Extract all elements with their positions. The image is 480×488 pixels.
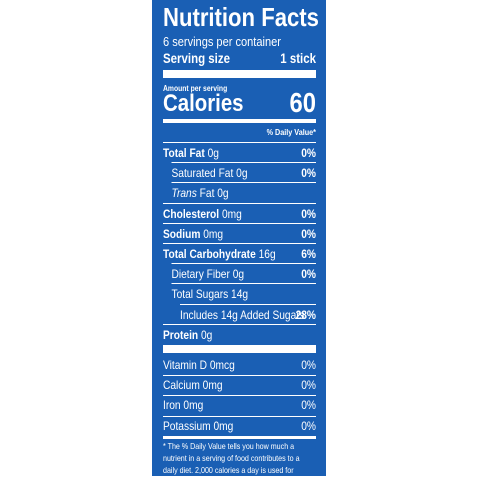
thick-rule [163, 70, 316, 78]
micro-row: Vitamin D 0mcg 0% [163, 358, 316, 372]
micro-row: Calcium 0mg 0% [163, 378, 316, 392]
nutrient-row: Includes 14g Added Sugars 28% [180, 308, 316, 322]
rule-line [163, 395, 316, 397]
rule-line [163, 142, 316, 143]
rule-line [180, 303, 316, 305]
micro-dv: 0% [301, 378, 316, 393]
serving-size-row: Serving size 1 stick [163, 51, 316, 66]
rule-line [171, 162, 316, 164]
rule-line [171, 182, 316, 184]
nutrient-dv: 0% [301, 226, 316, 241]
rule-line [163, 222, 316, 224]
nutrient-row: Trans Fat 0g [172, 186, 317, 200]
nutrient-amount: 0g [207, 146, 219, 160]
nutrient-dv: 28% [295, 307, 316, 322]
nutrient-name: Sodium [163, 226, 201, 241]
calories-value: 60 [289, 87, 316, 118]
nutrient-italic: Trans [171, 186, 197, 201]
micro-row: Iron 0mg 0% [163, 398, 316, 412]
rule-line [163, 243, 316, 244]
nutrient-amount: 0g [232, 267, 245, 282]
nutrient-name: Includes 14g Added Sugars [180, 307, 305, 322]
serving-size-value: 1 stick [280, 51, 316, 66]
nutrient-dv: 6% [301, 247, 316, 261]
nutrient-row: Total Carbohydrate 16g 6% [163, 247, 316, 261]
nutrient-name: Dietary Fiber [171, 267, 230, 282]
nutrient-row: Saturated Fat 0g 0% [172, 166, 317, 180]
nutrient-name: Protein [163, 327, 199, 342]
calories-label: Calories [163, 90, 244, 117]
micro-name: Vitamin D [163, 358, 208, 372]
nutrient-dv: 0% [301, 267, 316, 282]
micro-name: Potassium [163, 418, 211, 433]
nutrient-amount: 0mg [203, 226, 224, 241]
nutrition-label: Nutrition Facts 6 servings per container… [152, 0, 326, 487]
nutrient-name: Total Sugars [171, 287, 229, 302]
nutrient-row: Cholesterol 0mg 0% [163, 207, 316, 221]
servings: 6 servings per container [163, 34, 281, 49]
nutrient-dv: 0% [301, 166, 316, 181]
micro-amount: 0mg [202, 378, 223, 393]
footnote: * The % Daily Value tells you how much a… [163, 441, 300, 487]
rule-line [171, 263, 316, 265]
micro-amount: 0mg [213, 418, 234, 433]
micro-amount: 0mcg [209, 358, 235, 372]
thick-rule [163, 345, 316, 353]
nutrient-row: Protein 0g [163, 328, 316, 342]
dv-header: % Daily Value* [266, 127, 316, 137]
nutrient-name: Total Carbohydrate [163, 247, 256, 261]
nutrient-name: Total Fat [163, 146, 205, 160]
amount-label: Amount per serving [163, 84, 228, 93]
nutrient-amount: 0g [217, 186, 229, 201]
micro-dv: 0% [301, 418, 316, 433]
nutrient-name: Saturated Fat [171, 166, 234, 181]
nutrient-row: Total Sugars 14g [172, 287, 317, 301]
micro-dv: 0% [301, 358, 316, 372]
micro-row: Potassium 0mg 0% [163, 419, 316, 433]
medium-rule [163, 436, 316, 439]
rule-line [171, 283, 316, 285]
rule-line [163, 202, 316, 204]
micro-name: Iron [163, 398, 181, 413]
rule-line [163, 375, 316, 377]
nutrient-amount: 0g [236, 166, 248, 181]
micro-amount: 0mg [183, 398, 204, 413]
label-content: Nutrition Facts 6 servings per container… [163, 0, 319, 487]
medium-rule [163, 119, 316, 123]
serving-size-label: Serving size [163, 51, 230, 66]
nutrient-amount: 0g [200, 327, 213, 342]
calories-row: Calories 60 [163, 87, 316, 118]
rule-line [163, 323, 316, 325]
nutrient-dv: 0% [301, 146, 316, 160]
nutrient-dv: 0% [301, 206, 316, 221]
micro-dv: 0% [301, 398, 316, 413]
nutrient-name: Fat [199, 186, 215, 201]
nutrient-name: Cholesterol [163, 206, 220, 221]
nutrient-row: Total Fat 0g 0% [163, 146, 316, 160]
nutrient-amount: 16g [258, 247, 276, 261]
nutrient-amount: 14g [231, 287, 249, 302]
micro-name: Calcium [163, 378, 200, 393]
rule-line [163, 415, 316, 417]
title: Nutrition Facts [163, 2, 319, 32]
nutrient-row: Dietary Fiber 0g 0% [172, 267, 317, 281]
nutrient-row: Sodium 0mg 0% [163, 227, 316, 241]
nutrient-amount: 0mg [221, 206, 242, 221]
